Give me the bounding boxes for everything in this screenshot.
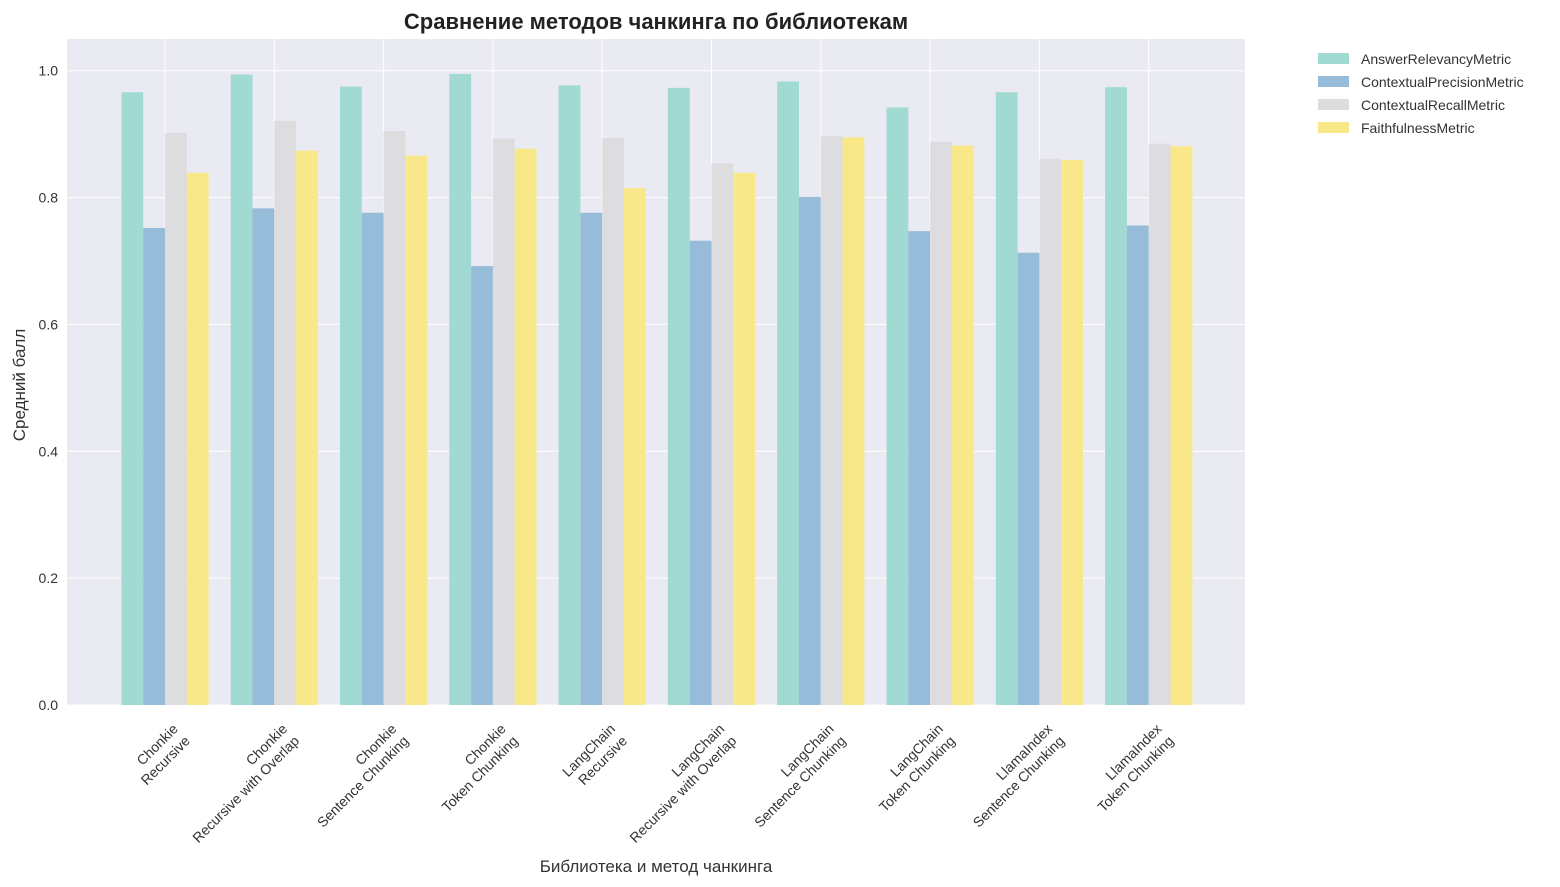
bar-ContextualPrecisionMetric-5 (689, 240, 712, 705)
y-tick-label: 0.8 (39, 190, 59, 206)
bar-AnswerRelevancyMetric-3 (449, 73, 472, 705)
bar-AnswerRelevancyMetric-8 (995, 92, 1018, 705)
bar-FaithfulnessMetric-1 (296, 150, 318, 706)
legend-swatch (1318, 122, 1349, 133)
legend-swatch (1318, 76, 1349, 87)
y-axis-label: Средний балл (10, 329, 29, 441)
legend: AnswerRelevancyMetric ContextualPrecision… (1318, 51, 1524, 136)
bar-ContextualRecallMetric-2 (383, 130, 406, 705)
bar-ContextualPrecisionMetric-4 (580, 212, 603, 705)
bar-ContextualRecallMetric-6 (820, 136, 843, 705)
bar-FaithfulnessMetric-9 (1170, 146, 1193, 706)
bar-ContextualRecallMetric-0 (165, 132, 187, 706)
bar-ContextualPrecisionMetric-0 (143, 228, 165, 705)
bar-AnswerRelevancyMetric-1 (230, 74, 253, 705)
x-tick-label-line: Recursive with Overlap (626, 732, 739, 845)
bar-FaithfulnessMetric-4 (624, 188, 646, 706)
legend-swatch (1318, 99, 1349, 110)
bar-FaithfulnessMetric-2 (405, 155, 428, 706)
bar-ContextualRecallMetric-3 (492, 138, 515, 705)
bar-AnswerRelevancyMetric-0 (121, 92, 144, 705)
bar-ContextualRecallMetric-5 (711, 163, 734, 705)
bar-AnswerRelevancyMetric-5 (667, 87, 690, 706)
y-tick-label: 0.2 (39, 570, 59, 586)
bar-FaithfulnessMetric-0 (186, 172, 209, 705)
bars-group (121, 73, 1193, 706)
x-axis-label: Библиотека и метод чанкинга (540, 857, 773, 876)
bar-ContextualPrecisionMetric-9 (1126, 225, 1149, 706)
y-tick-label: 0.6 (39, 316, 59, 332)
bar-ContextualPrecisionMetric-7 (908, 231, 931, 705)
y-tick-label: 0.4 (39, 443, 59, 459)
legend-label: ContextualRecallMetric (1361, 97, 1505, 113)
legend-label: ContextualPrecisionMetric (1361, 74, 1524, 90)
x-tick-label-line: Recursive with Overlap (189, 732, 302, 845)
bar-AnswerRelevancyMetric-7 (886, 107, 909, 705)
bar-ContextualPrecisionMetric-8 (1017, 252, 1040, 706)
chart-title: Сравнение методов чанкинга по библиотека… (404, 9, 908, 34)
bar-FaithfulnessMetric-8 (1061, 160, 1083, 706)
bar-ContextualRecallMetric-9 (1148, 143, 1171, 705)
bar-ContextualPrecisionMetric-6 (799, 196, 821, 706)
bar-FaithfulnessMetric-3 (514, 148, 537, 705)
bar-ContextualRecallMetric-1 (274, 120, 297, 705)
bar-ContextualPrecisionMetric-2 (361, 212, 384, 705)
bar-ContextualRecallMetric-7 (930, 141, 952, 706)
bar-ContextualPrecisionMetric-1 (252, 208, 275, 705)
bar-ContextualPrecisionMetric-3 (471, 266, 493, 705)
bar-FaithfulnessMetric-6 (842, 137, 865, 706)
bar-AnswerRelevancyMetric-6 (777, 81, 799, 706)
legend-label: AnswerRelevancyMetric (1361, 51, 1511, 67)
legend-label: FaithfulnessMetric (1361, 120, 1475, 136)
bar-FaithfulnessMetric-7 (951, 145, 974, 705)
y-tick-label: 0.0 (39, 697, 59, 713)
bar-AnswerRelevancyMetric-9 (1105, 87, 1127, 706)
y-tick-label: 1.0 (39, 63, 59, 79)
legend-swatch (1318, 53, 1349, 64)
bar-AnswerRelevancyMetric-4 (558, 85, 581, 705)
y-axis-ticks: 0.0 0.2 0.4 0.6 0.8 1.0 (39, 63, 59, 713)
bar-AnswerRelevancyMetric-2 (340, 86, 362, 706)
bar-FaithfulnessMetric-5 (733, 172, 756, 705)
bar-ContextualRecallMetric-4 (602, 137, 624, 705)
bar-ContextualRecallMetric-8 (1039, 158, 1062, 705)
